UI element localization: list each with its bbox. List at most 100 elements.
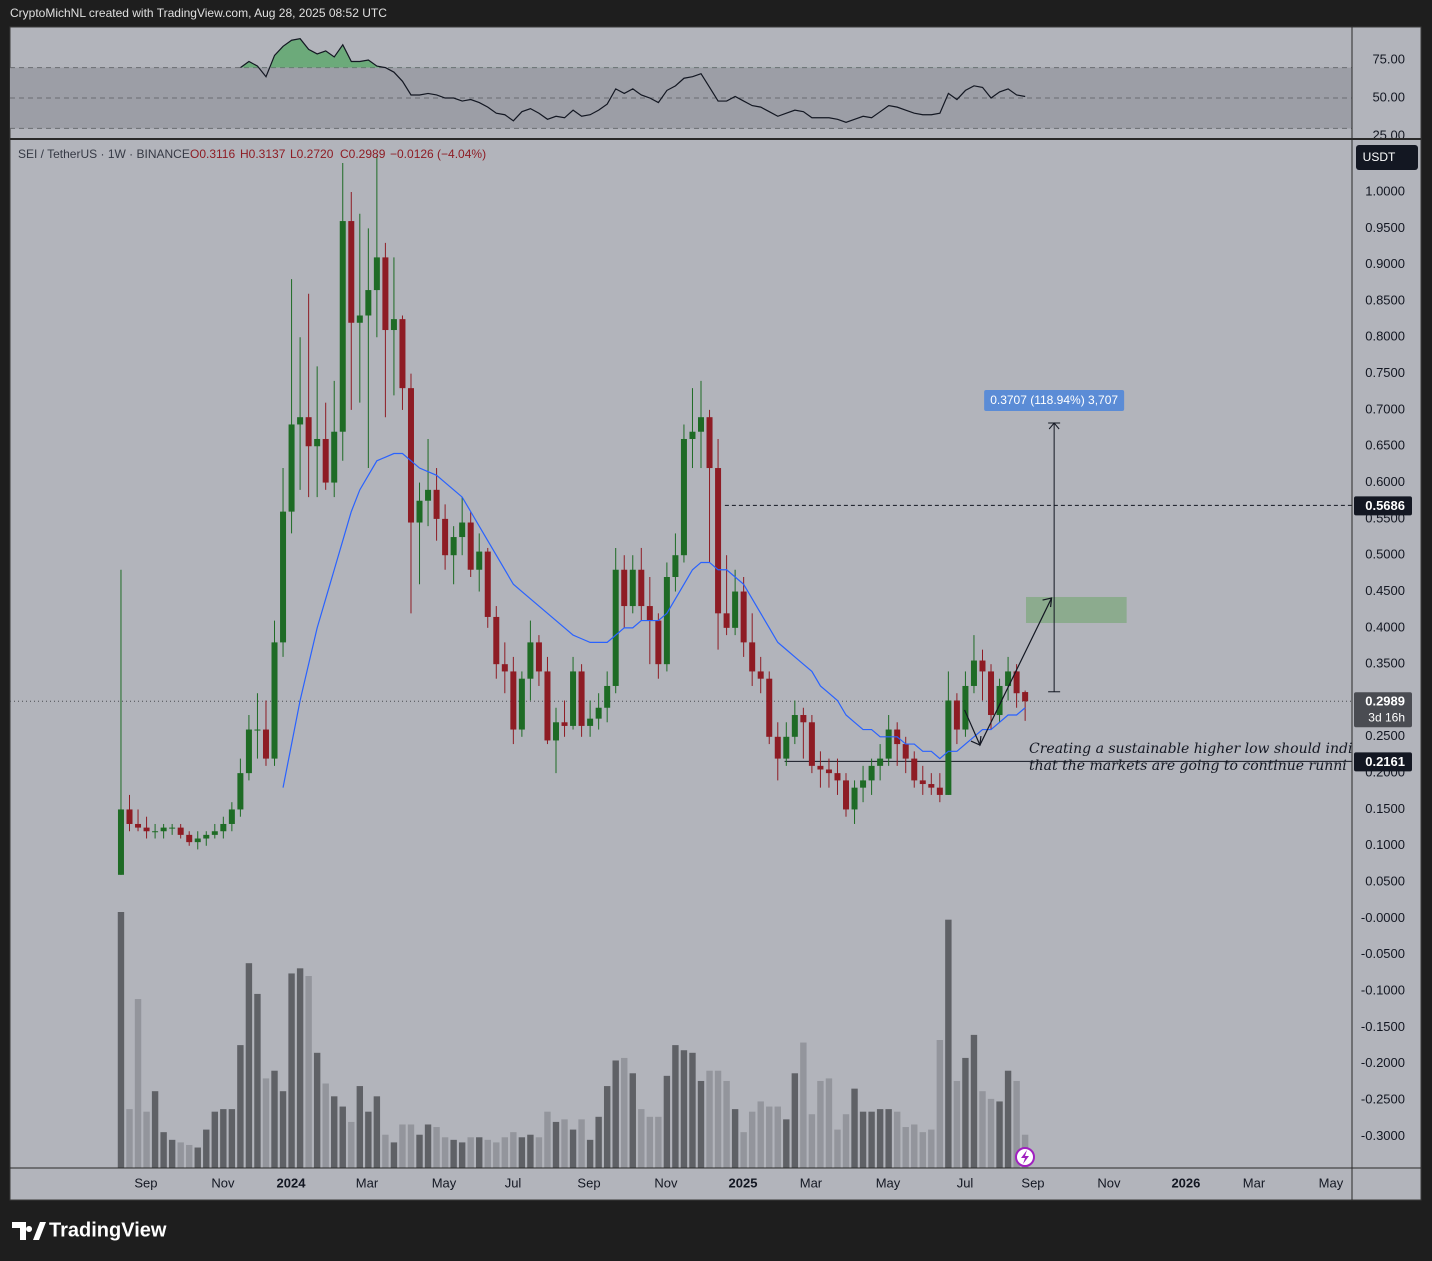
candle-body xyxy=(510,671,517,730)
volume-bar xyxy=(774,1106,781,1168)
candle-body xyxy=(552,722,559,741)
y-tick-label: 0.4500 xyxy=(1365,583,1405,598)
ohlc-legend: H0.3137 xyxy=(240,147,286,161)
candle-body xyxy=(416,500,423,523)
candle-body xyxy=(774,736,781,759)
annotation: that the markets are going to continue r… xyxy=(1029,758,1347,774)
x-tick-label: Mar xyxy=(356,1175,379,1190)
candle-body xyxy=(638,569,645,607)
volume-bar xyxy=(919,1132,926,1168)
volume-bar xyxy=(868,1111,875,1168)
candle-body xyxy=(604,685,611,708)
y-tick-label: 0.3500 xyxy=(1365,656,1405,671)
candle-body xyxy=(919,780,926,785)
target-zone xyxy=(1025,596,1127,623)
candle-body xyxy=(433,489,440,519)
volume-bar xyxy=(467,1137,474,1168)
candle-body xyxy=(425,489,432,501)
x-tick-label: May xyxy=(1319,1175,1344,1190)
candle-body xyxy=(493,616,500,665)
y-tick-label: 0.6000 xyxy=(1365,474,1405,489)
y-tick-label: 0.9000 xyxy=(1365,256,1405,271)
volume-bar xyxy=(655,1116,662,1168)
rsi-tick-label: 50.00 xyxy=(1372,89,1405,104)
candle-body xyxy=(211,831,218,835)
candle-body xyxy=(348,221,355,323)
volume-bar xyxy=(510,1132,517,1168)
candle-body xyxy=(399,319,406,389)
measure-label-box xyxy=(984,390,1125,412)
y-tick-label: 0.8000 xyxy=(1365,329,1405,344)
y-tick-label: -0.0000 xyxy=(1361,910,1405,925)
volume-bar xyxy=(1013,1080,1020,1168)
x-tick-label: Jul xyxy=(957,1175,974,1190)
volume-bar xyxy=(441,1137,449,1168)
volume-bar xyxy=(305,976,312,1168)
candle-body xyxy=(979,660,986,672)
x-tick-label: Nov xyxy=(211,1175,235,1190)
volume-bar xyxy=(220,1109,227,1168)
volume-bar xyxy=(663,1075,671,1168)
volume-bar xyxy=(151,1091,159,1168)
y-tick-label: 0.2500 xyxy=(1365,728,1405,743)
volume-bar xyxy=(970,1034,978,1168)
volume-bar xyxy=(279,1091,287,1168)
volume-bar xyxy=(893,1111,901,1168)
volume-bar xyxy=(945,919,952,1168)
volume-bar xyxy=(450,1139,457,1168)
symbol-legend: SEI / TetherUS · 1W · BINANCE xyxy=(18,147,190,161)
candle-body xyxy=(1022,692,1029,702)
candle-body xyxy=(825,769,832,774)
candle-body xyxy=(928,784,935,788)
alert-icon[interactable] xyxy=(1015,1147,1035,1167)
volume-bar xyxy=(382,1134,389,1168)
candle-body xyxy=(390,319,397,331)
y-tick-label: -0.2000 xyxy=(1361,1055,1405,1070)
volume-bar xyxy=(612,1060,619,1168)
candle-body xyxy=(322,438,329,483)
price-pane: 0.3707 (118.94%) 3,707 Creating a sustain… xyxy=(10,147,1352,1168)
moving-average xyxy=(282,452,1026,788)
candle-body xyxy=(561,722,568,726)
volume-bar xyxy=(697,1080,705,1168)
y-tick-label: 0.1000 xyxy=(1365,837,1405,852)
candle-body xyxy=(962,685,969,730)
rsi-pane xyxy=(10,38,1352,129)
volume-bar xyxy=(313,1052,321,1168)
candle-body xyxy=(297,417,304,425)
volume-bar xyxy=(842,1114,850,1168)
volume-bar xyxy=(458,1142,466,1168)
y-tick-label: 0.5000 xyxy=(1365,547,1405,562)
level-box xyxy=(1354,496,1412,516)
candle-body xyxy=(791,715,798,737)
candle-body xyxy=(655,620,662,665)
candle-body xyxy=(254,729,261,731)
candle-body xyxy=(518,678,525,730)
candle-body xyxy=(936,787,943,795)
volume-bar xyxy=(748,1111,756,1168)
rsi-tick-label: 25.00 xyxy=(1372,127,1405,142)
last-price-label: 0.2989 xyxy=(1365,694,1405,709)
candle-body xyxy=(612,569,619,686)
candle-body xyxy=(117,809,124,875)
volume-bar xyxy=(501,1137,509,1168)
volume-bar xyxy=(911,1124,918,1168)
volume-bar xyxy=(544,1111,551,1168)
volume-bar xyxy=(271,1070,278,1168)
y-tick-label: -0.0500 xyxy=(1361,946,1405,961)
candle-body xyxy=(740,591,747,643)
candle-body xyxy=(262,729,269,759)
rsi-line xyxy=(240,38,1026,123)
volume-bar xyxy=(689,1052,696,1168)
volume-bar xyxy=(603,1086,611,1168)
candle-body xyxy=(152,831,159,833)
candle-body xyxy=(467,522,474,570)
candle-body xyxy=(732,591,739,628)
volume-bar xyxy=(672,1045,679,1168)
brand: TradingView xyxy=(49,1219,167,1241)
volume-bar xyxy=(595,1116,602,1168)
y-tick-label: -0.2500 xyxy=(1361,1091,1405,1106)
volume-bar xyxy=(757,1101,764,1168)
candle-body xyxy=(715,468,722,614)
level-box xyxy=(1354,752,1412,772)
